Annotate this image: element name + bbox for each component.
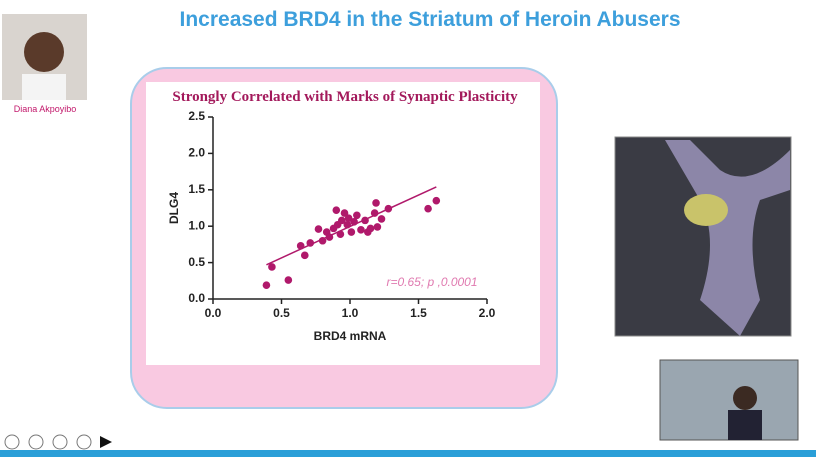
trend-line	[266, 186, 437, 266]
point	[361, 216, 369, 225]
point	[318, 236, 327, 245]
point	[350, 218, 358, 226]
y-tick-label: 1.0	[188, 218, 205, 232]
point	[343, 220, 352, 229]
toolbar-icon[interactable]	[52, 434, 68, 450]
point	[284, 276, 293, 284]
point	[432, 196, 441, 205]
synapse	[684, 194, 728, 226]
point	[314, 225, 323, 233]
point	[357, 226, 365, 234]
chart-title: Strongly Correlated with Marks of Synapt…	[172, 89, 518, 105]
x-tick-label: 1.0	[342, 306, 359, 320]
point	[296, 242, 305, 250]
point	[332, 206, 341, 214]
point	[268, 263, 276, 271]
neuron-shape	[665, 140, 790, 336]
point	[372, 199, 380, 207]
x-tick-label: 0.5	[273, 306, 290, 320]
x-axis-label: BRD4 mRNA	[314, 329, 387, 343]
point	[337, 216, 346, 225]
point	[353, 211, 361, 220]
point	[366, 224, 375, 233]
x-tick-label: 2.0	[479, 306, 496, 320]
slide-title: Increased BRD4 in the Striatum of Heroin…	[179, 8, 681, 31]
point	[373, 223, 382, 231]
point	[377, 215, 386, 223]
point	[262, 281, 271, 289]
point	[347, 228, 356, 236]
scatter-chart: 0.0 0.5 1.0 1.5 2.0 2.5 0.0 0.5 1.0 1.5 2.0 BRD4 mR…	[167, 109, 495, 343]
annotation: r=0.65; p ,0.0001	[386, 275, 477, 289]
y-tick-label: 2.5	[188, 109, 205, 123]
point	[336, 230, 345, 239]
point	[344, 214, 353, 222]
webcam-face	[733, 386, 757, 410]
point	[325, 233, 334, 241]
point	[384, 204, 393, 213]
presenter-name: Diana Akpoyibo	[13, 104, 77, 114]
x-tick-label: 0.0	[205, 306, 222, 320]
y-tick-label: 2.0	[188, 146, 205, 160]
point	[370, 209, 379, 217]
y-tick-label: 1.5	[188, 182, 205, 196]
toolbar-icon[interactable]	[28, 434, 44, 450]
cursor	[100, 436, 112, 448]
point	[340, 209, 349, 217]
point	[300, 251, 309, 260]
point	[424, 204, 432, 213]
point	[306, 239, 315, 247]
presenter-coat	[22, 74, 66, 100]
y-tick-label: 0.5	[188, 255, 205, 269]
y-axis-label: DLG4	[167, 192, 181, 224]
toolbar-icon[interactable]	[4, 434, 20, 450]
bottom-bar	[0, 450, 816, 457]
x-tick-label: 1.5	[410, 306, 427, 320]
toolbar-icon[interactable]	[76, 434, 92, 450]
y-tick-label: 0.0	[188, 291, 205, 305]
webcam-body	[728, 410, 762, 440]
presenter-face	[24, 32, 64, 72]
